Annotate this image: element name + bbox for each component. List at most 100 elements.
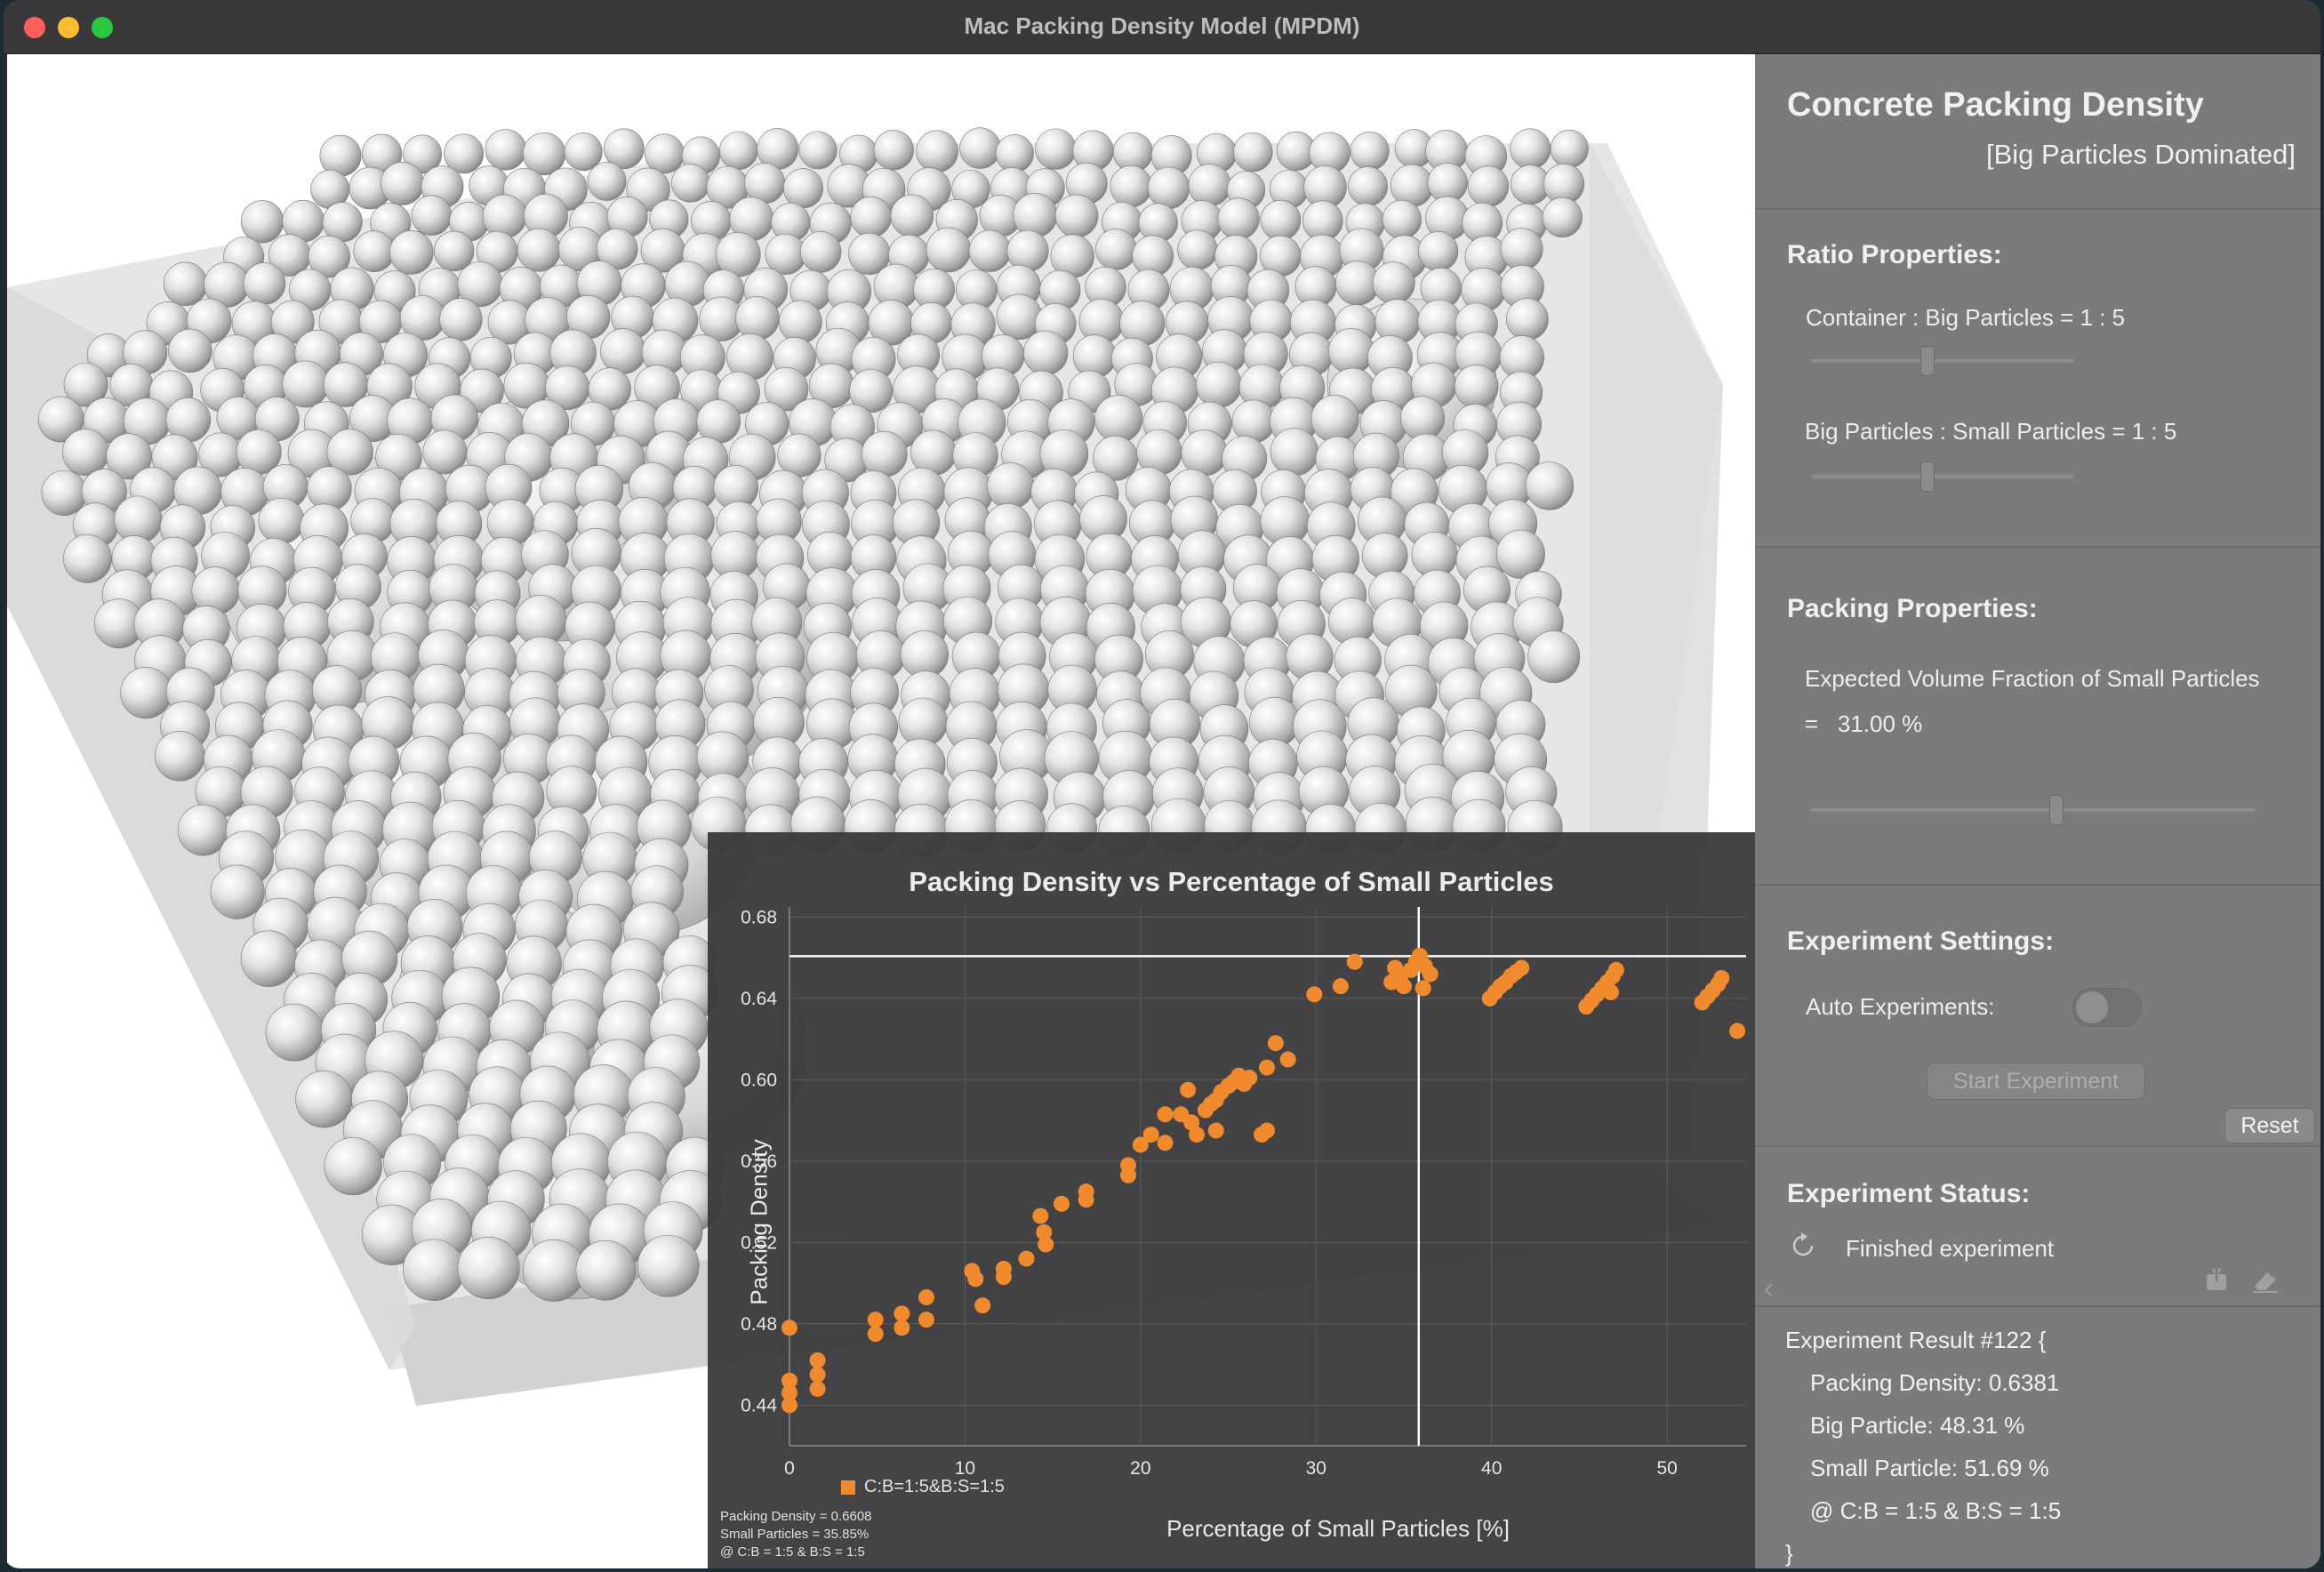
density-chart-panel[interactable]: 0 10 20 30 40 50 0.44 0.48 0.52 0.56 0.60 0.64 0.68 … <box>708 832 1755 1568</box>
x-tick-label: 20 <box>1130 1458 1150 1479</box>
packing-properties-heading: Packing Properties: <box>1787 594 2038 623</box>
small-particle <box>457 1237 520 1300</box>
small-particle <box>168 328 212 373</box>
big-small-ratio-slider-knob[interactable] <box>1920 461 1935 492</box>
reset-button[interactable]: Reset <box>2224 1108 2315 1143</box>
small-particle <box>1022 330 1069 376</box>
refresh-icon <box>1792 1232 1814 1256</box>
chart-legend: C:B=1:5&B:S=1:5 <box>841 1477 1005 1497</box>
result-big-particle: Big Particle: 48.31 % <box>1810 1412 2025 1439</box>
container-ratio-slider[interactable] <box>1811 359 2074 363</box>
toggle-knob <box>2076 991 2108 1023</box>
small-particle <box>41 469 87 517</box>
small-particle <box>1006 229 1049 272</box>
small-particle <box>381 162 424 205</box>
small-particle <box>718 131 758 171</box>
volume-fraction-slider-knob[interactable] <box>2049 795 2064 825</box>
minimize-window-button[interactable] <box>58 17 79 38</box>
small-particle <box>1327 328 1374 374</box>
small-particle <box>1500 228 1543 271</box>
y-tick-label: 0.44 <box>741 1395 777 1416</box>
volume-fraction-slider[interactable] <box>1811 808 2256 812</box>
small-particle <box>308 236 350 278</box>
small-particle <box>890 194 934 237</box>
small-particle <box>873 130 914 171</box>
small-particle <box>996 293 1043 341</box>
data-point <box>1607 961 1624 978</box>
data-point <box>1132 1136 1149 1153</box>
result-footer: } <box>1785 1540 1793 1567</box>
data-point <box>894 1305 910 1322</box>
chart-x-axis-label: Percentage of Small Particles [%] <box>1166 1515 1510 1542</box>
small-particle <box>282 360 330 408</box>
small-particle <box>1506 298 1549 341</box>
data-point <box>1241 1070 1258 1087</box>
small-particle <box>1217 197 1260 240</box>
maximize-window-button[interactable] <box>92 17 113 38</box>
export-icon[interactable] <box>2202 1265 2232 1295</box>
small-particle <box>1181 429 1228 477</box>
small-particle <box>987 462 1034 509</box>
title-bar: Mac Packing Density Model (MPDM) <box>4 0 2320 54</box>
divider <box>1755 208 2320 210</box>
readout-small-particles: Small Particles = 35.85% <box>720 1527 869 1542</box>
small-particle <box>671 164 710 203</box>
data-point <box>918 1289 934 1306</box>
small-particle <box>403 134 443 174</box>
container-ratio-label: Container : Big Particles = 1 : 5 <box>1806 304 2126 331</box>
data-point <box>867 1311 884 1328</box>
small-particle <box>764 366 809 412</box>
experiment-status-heading: Experiment Status: <box>1787 1179 2031 1208</box>
data-point <box>1036 1223 1053 1240</box>
small-particle <box>120 667 172 719</box>
small-particle <box>1496 529 1545 579</box>
small-particle <box>61 429 109 477</box>
data-point <box>1038 1236 1054 1253</box>
density-scatter-chart[interactable]: 0 10 20 30 40 50 0.44 0.48 0.52 0.56 0.60 0.64 0.68 <box>708 832 1755 1568</box>
data-point <box>1183 1114 1200 1131</box>
divider <box>1755 884 2320 886</box>
auto-experiments-toggle[interactable] <box>2072 988 2142 1027</box>
small-particle <box>163 261 208 307</box>
small-particle <box>645 133 685 174</box>
big-small-ratio-slider[interactable] <box>1811 475 2074 478</box>
small-particle <box>411 195 453 236</box>
y-tick-label: 0.56 <box>741 1151 777 1172</box>
x-tick-label: 50 <box>1656 1458 1677 1479</box>
data-point <box>1729 1023 1746 1039</box>
data-point <box>1032 1207 1049 1224</box>
data-point <box>1054 1195 1070 1212</box>
small-particle <box>265 1003 324 1062</box>
small-particle <box>735 296 780 341</box>
data-point <box>781 1384 797 1401</box>
collapse-left-icon[interactable] <box>1762 1279 1776 1301</box>
small-particle <box>1510 128 1551 170</box>
small-particle <box>439 298 483 341</box>
status-text: Finished experiment <box>1846 1235 2055 1262</box>
result-ratios: @ C:B = 1:5 & B:S = 1:5 <box>1810 1497 2062 1524</box>
y-tick-label: 0.48 <box>741 1314 777 1335</box>
small-particle <box>798 131 837 170</box>
small-particle <box>326 429 373 476</box>
eraser-icon[interactable] <box>2249 1265 2281 1295</box>
small-particle <box>1233 132 1273 172</box>
small-particle <box>63 362 108 407</box>
small-particle <box>1527 630 1581 684</box>
small-particle <box>258 497 305 544</box>
data-point <box>894 1319 910 1336</box>
data-point <box>1259 1059 1276 1076</box>
small-particle <box>1454 365 1499 409</box>
data-point <box>918 1311 934 1328</box>
container-ratio-slider-knob[interactable] <box>1920 346 1935 376</box>
small-particle <box>1195 361 1242 408</box>
small-particle <box>1310 394 1359 444</box>
small-particle <box>485 129 526 171</box>
small-particle <box>1035 128 1077 170</box>
data-point <box>974 1297 991 1314</box>
close-window-button[interactable] <box>24 17 45 38</box>
small-particle <box>1054 194 1099 238</box>
small-particle <box>587 162 627 201</box>
panel-title: Concrete Packing Density <box>1787 86 2204 124</box>
small-particle <box>1350 131 1390 171</box>
start-experiment-button[interactable]: Start Experiment <box>1927 1063 2145 1100</box>
